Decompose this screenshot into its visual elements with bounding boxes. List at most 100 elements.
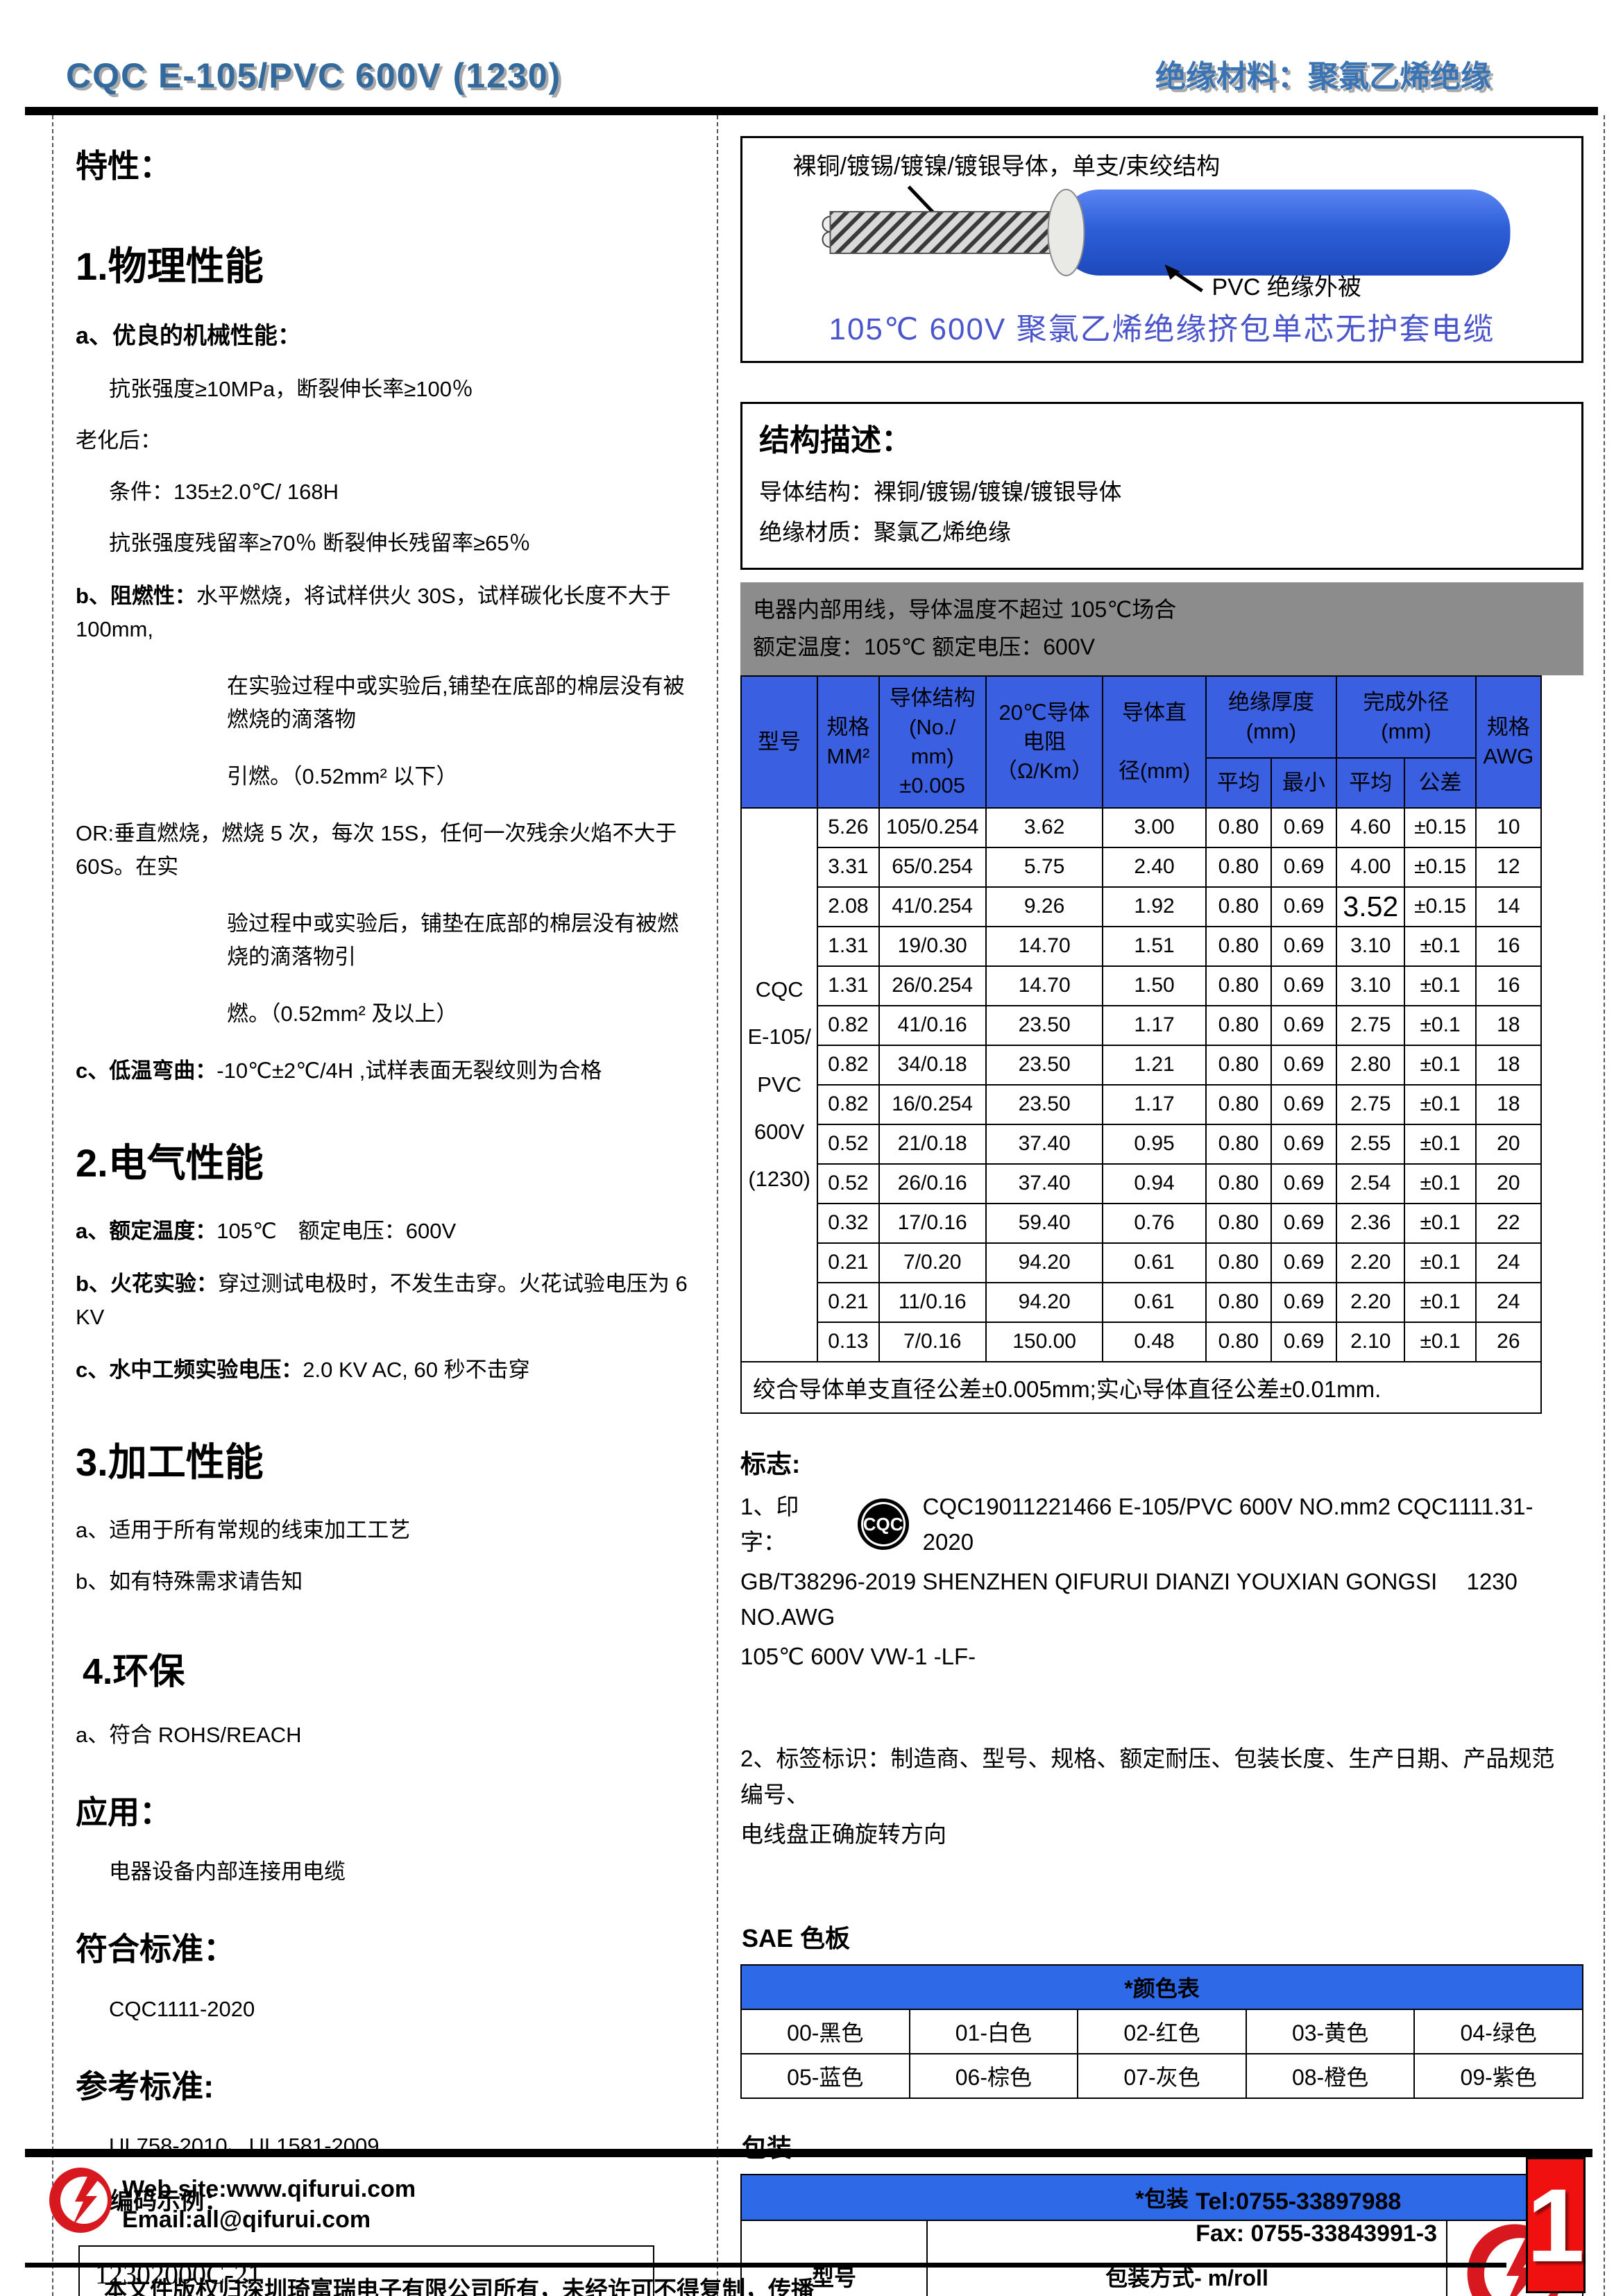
spec-cell: 2.08 [817, 886, 880, 927]
spec-cell: 0.69 [1270, 1044, 1338, 1086]
spec-cell: ±0.1 [1404, 1004, 1477, 1046]
spec-cell: 7/0.20 [878, 1242, 987, 1283]
spec-cell: 3.52 [1336, 886, 1406, 927]
left-text: 4.环保 [83, 1652, 185, 1693]
spec-cell: ±0.1 [1404, 1083, 1477, 1125]
footer-email: Email:all@qifurui.com [122, 2206, 371, 2233]
spec-header-row-1: 型号 规格 MM² 导体结构 (No./ mm) ±0.005 20℃导体 电阻… [740, 675, 1543, 809]
spec-cell: 18 [1475, 1004, 1543, 1046]
left-text-block: b、火花实验：穿过测试电极时，不发生击穿。火花试验电压为 6 KV [76, 1267, 689, 1334]
marking-heading: 标志: [740, 1449, 801, 1478]
spec-cell: 24 [1475, 1242, 1543, 1283]
spec-cell: 2.10 [1336, 1321, 1406, 1362]
left-text: 穿过测试电极时，不发生击穿。火花试验电压为 6 KV [76, 1272, 688, 1330]
spec-cell: 0.52 [817, 1163, 880, 1204]
conductor-structure-line: 导体结构：裸铜/镀锡/镀镍/镀银导体 [759, 479, 1122, 505]
spec-row: 0.21 7/0.20 94.20 0.61 0.80 0.69 2.20 ±0.1 24 [741, 1242, 1543, 1283]
qifurui-logo-icon [49, 2168, 112, 2233]
spec-cell: 0.80 [1205, 1321, 1272, 1362]
footer-divider [25, 2149, 1592, 2157]
spec-cell: 0.76 [1102, 1202, 1207, 1244]
left-text: -10℃±2℃/4H ,试样表面无裂纹则为合格 [216, 1058, 602, 1083]
spec-cell: ±0.1 [1404, 965, 1477, 1006]
left-text: 水平燃烧，将试样供火 30S，试样碳化长度不大于 100mm, [76, 583, 671, 642]
spec-cell: 150.00 [985, 1321, 1104, 1362]
sae-color-cell: 09-紫色 [1413, 2052, 1583, 2099]
left-text-block: 1.物理性能 [76, 237, 689, 297]
spec-cell: 1.17 [1102, 1004, 1207, 1046]
left-text-block: OR:垂直燃烧，燃烧 5 次，每次 15S，任何一次残余火焰不大于 60S。在实 [76, 817, 689, 884]
spec-cell: 0.69 [1270, 925, 1338, 967]
spec-cell: 0.80 [1205, 886, 1272, 927]
left-text: 电器设备内部连接用电缆 [109, 1859, 346, 1884]
spec-table: 型号 规格 MM² 导体结构 (No./ mm) ±0.005 20℃导体 电阻… [740, 675, 1543, 1362]
packing-col-model: 型号 [740, 2219, 928, 2296]
spec-row: 0.82 41/0.16 23.50 1.17 0.80 0.69 2.75 ±0.1 18 [741, 1004, 1543, 1046]
spec-cell: 5.75 [985, 846, 1104, 888]
spec-cell: 0.69 [1270, 1163, 1338, 1204]
spec-row: 1.31 19/0.30 14.70 1.51 0.80 0.69 3.10 ±0.1 16 [741, 925, 1543, 967]
spec-cell: 1.51 [1102, 925, 1207, 967]
left-text: 2.0 KV AC, 60 秒不击穿 [303, 1358, 530, 1383]
spec-cell: 2.55 [1336, 1123, 1406, 1165]
sae-color-cell: 06-棕色 [908, 2052, 1079, 2099]
spec-cell: 5.26 [817, 807, 880, 848]
spec-cell: 23.50 [985, 1083, 1104, 1125]
spec-cell: 0.61 [1102, 1242, 1207, 1283]
spec-model-cell: CQC E-105/ PVC 600V (1230) [740, 807, 819, 1362]
spec-cell: 10 [1475, 807, 1543, 848]
packing-col-method: 包装方式- m/roll [926, 2219, 1447, 2296]
conductor-structure-label: 裸铜/镀锡/镀镍/镀银导体，单支/束绞结构 [793, 153, 1221, 180]
marking-label-text-1: 2、标签标识：制造商、型号、规格、额定耐压、包装长度、生产日期、产品规范编号、 [740, 1746, 1555, 1807]
insulation-material-label: 绝缘材料：聚氯乙烯绝缘 [1155, 60, 1491, 94]
spec-col-od-avg: 平均 [1336, 757, 1406, 809]
packing-title-row: *包装 [740, 2173, 1583, 2221]
spec-cell: 59.40 [985, 1202, 1104, 1244]
spec-cell: 0.48 [1102, 1321, 1207, 1362]
spec-col-awg: 规格 AWG [1475, 675, 1543, 809]
left-text-block: 燃。（0.52mm² 及以上） [76, 997, 689, 1031]
left-text-bold-label: a、额定温度： [76, 1219, 217, 1244]
spec-cell: 105/0.254 [878, 807, 987, 848]
spec-cell: 2.36 [1336, 1202, 1406, 1244]
spec-cell: 37.40 [985, 1163, 1104, 1204]
spec-cell: 2.75 [1336, 1004, 1406, 1046]
spec-col-od-group: 完成外径 (mm) [1336, 675, 1477, 759]
left-text: 1.物理性能 [76, 244, 264, 289]
spec-cell: 24 [1475, 1281, 1543, 1323]
spec-cell: 0.80 [1205, 1123, 1272, 1165]
sae-color-cell: 04-绿色 [1413, 2008, 1583, 2054]
spec-cell: 94.20 [985, 1281, 1104, 1323]
left-text-block: 引燃。（0.52mm² 以下） [76, 760, 689, 793]
left-text-block: 2.电气性能 [76, 1133, 689, 1194]
insulation-cross-section [1047, 189, 1085, 276]
left-text-block: c、水中工频实验电压：2.0 KV AC, 60 秒不击穿 [76, 1353, 689, 1387]
spec-cell: 34/0.18 [878, 1044, 987, 1086]
sae-title-row: *颜色表 [740, 1964, 1583, 2010]
page-header: CQC E-105/PVC 600V (1230) 绝缘材料：聚氯乙烯绝缘 [0, 0, 1623, 103]
content-area: 特性： 1.物理性能 a、优良的机械性能： 抗张强度≥10MPa，断裂伸长率≥100％… [52, 115, 1605, 2296]
spec-cell: 4.60 [1336, 807, 1406, 848]
left-text-block: 电器设备内部连接用电缆 [76, 1855, 689, 1889]
spec-cell: 3.31 [817, 846, 880, 888]
sae-heading: SAE 色板 [742, 1923, 851, 1952]
spec-col-od-tol: 公差 [1404, 757, 1477, 809]
spec-cell: ±0.15 [1404, 807, 1477, 848]
left-text: 参考标准: [76, 2068, 214, 2104]
spec-row: 0.82 34/0.18 23.50 1.21 0.80 0.69 2.80 ±0.1 18 [741, 1044, 1543, 1086]
spec-cell: 0.80 [1205, 846, 1272, 888]
spec-cell: 0.80 [1205, 1163, 1272, 1204]
left-text: 3.加工性能 [76, 1440, 264, 1485]
left-text-block: a、适用于所有常规的线束加工工艺 [76, 1514, 689, 1547]
footer-fax: Fax: 0755-33843991-3 [1196, 2220, 1437, 2247]
left-text: 抗张强度≥10MPa，断裂伸长率≥100％ [109, 376, 473, 401]
spec-cell: 0.61 [1102, 1281, 1207, 1323]
spec-cell: ±0.1 [1404, 1321, 1477, 1362]
left-text: 在实验过程中或实验后,铺垫在底部的棉层没有被燃烧的滴落物 [227, 674, 685, 732]
spec-cell: 2.80 [1336, 1044, 1406, 1086]
footer-copyright: 本文件版权归深圳琦富瑞电子有限公司所有，未经许可不得复制，传播 [104, 2271, 814, 2296]
footer-bottom-rule [25, 2263, 1506, 2268]
spec-col-resistance: 20℃导体 电阻 （Ω/Km） [985, 675, 1104, 809]
spec-cell: 0.94 [1102, 1163, 1207, 1204]
